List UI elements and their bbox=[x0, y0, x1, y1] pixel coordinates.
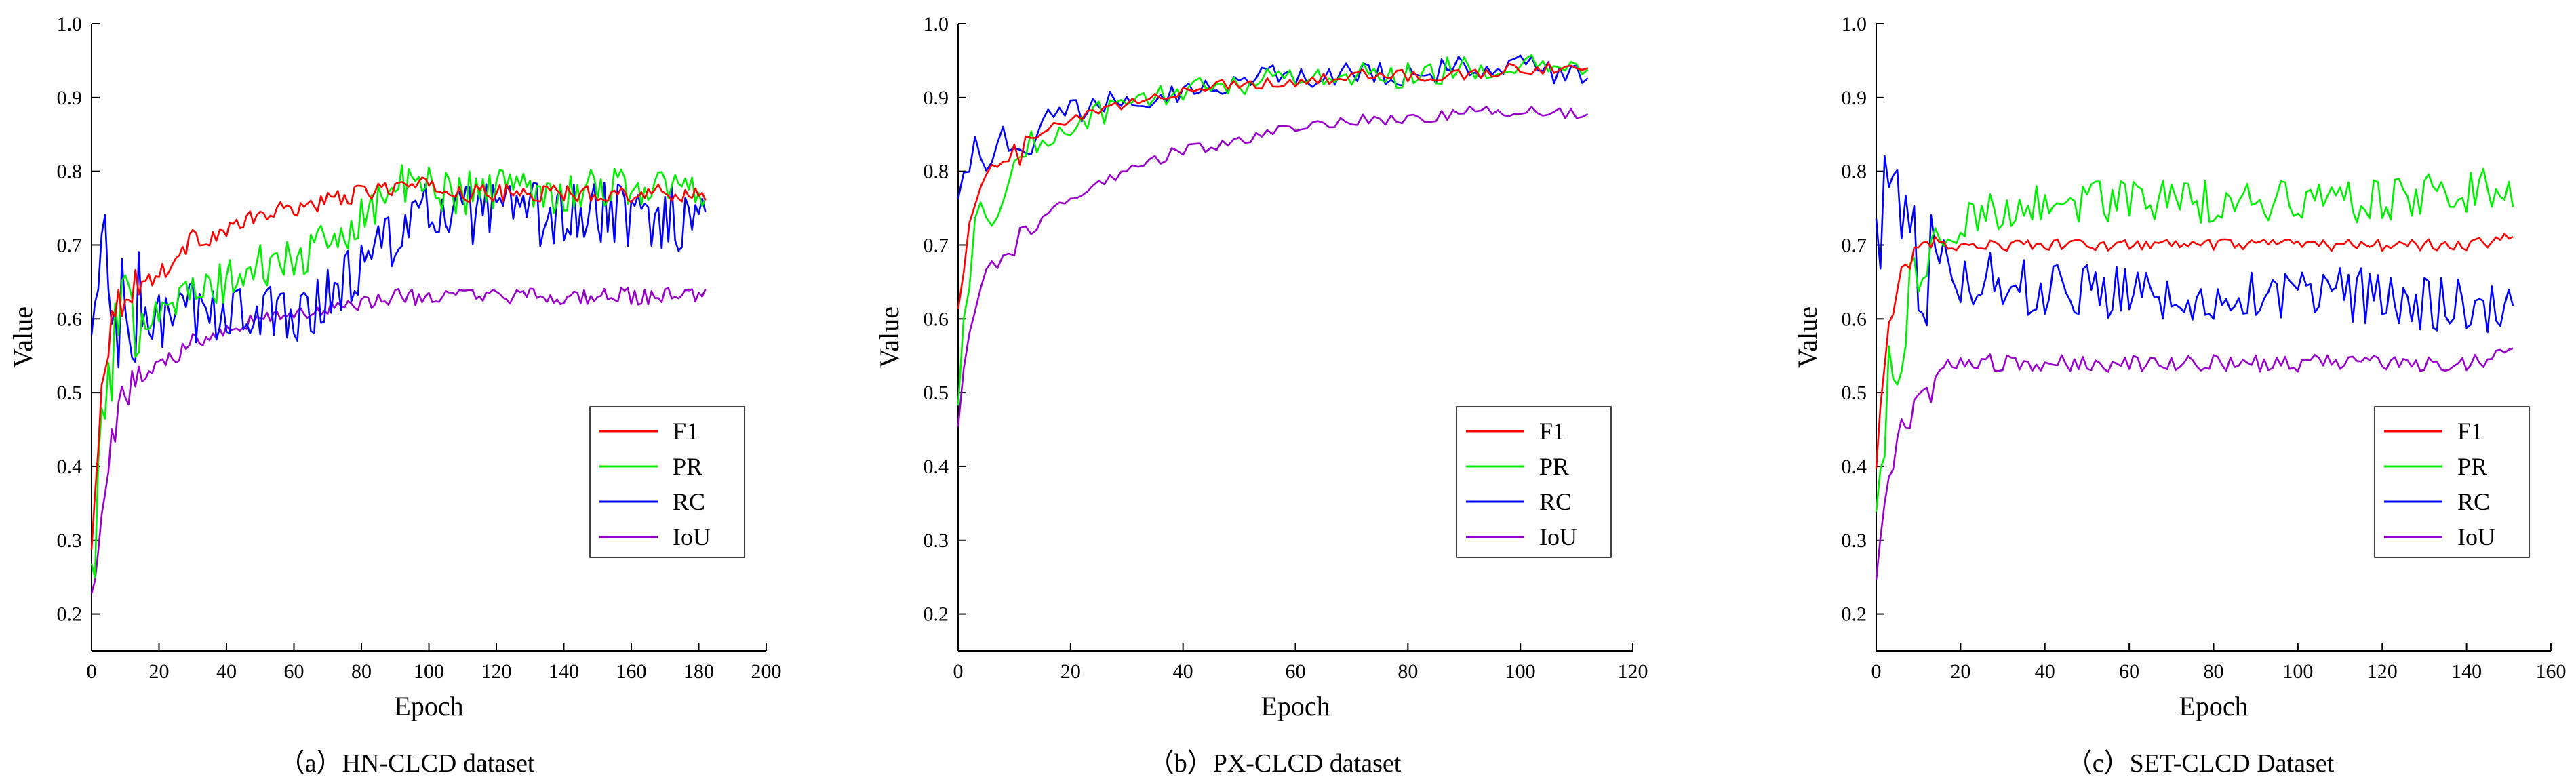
y-tick-label: 0.2 bbox=[924, 603, 949, 626]
x-tick-label: 120 bbox=[1618, 660, 1648, 683]
x-tick-label: 80 bbox=[2204, 660, 2224, 683]
y-tick-label: 0.3 bbox=[57, 529, 83, 552]
legend-box bbox=[1456, 406, 1612, 558]
series-line-rc bbox=[1875, 155, 2514, 334]
x-tick-label: 120 bbox=[481, 660, 512, 683]
y-axis-label: Value bbox=[1792, 306, 1823, 368]
x-tick-label: 120 bbox=[2367, 660, 2398, 683]
y-tick-label: 0.8 bbox=[57, 161, 83, 183]
y-tick-label: 1.0 bbox=[924, 13, 949, 35]
chart-caption: （a）HN-CLCD dataset bbox=[279, 749, 535, 778]
legend-box bbox=[2374, 406, 2530, 558]
x-tick-label: 100 bbox=[414, 660, 444, 683]
chart-panel-2: 0.2 0.3 0.4 0.5 0.6 0.7 0.8 0.9 1.0 0 20 40 60 80 100 1… bbox=[874, 13, 1648, 778]
legend-label-rc: RC bbox=[673, 488, 705, 515]
x-tick-label: 140 bbox=[2451, 660, 2482, 683]
series-line-f1 bbox=[1875, 233, 2514, 469]
x-tick-label: 0 bbox=[1871, 660, 1882, 683]
legend-label-pr: PR bbox=[1539, 453, 1569, 480]
legend-label-pr: PR bbox=[673, 453, 702, 480]
y-tick-label: 0.4 bbox=[1842, 456, 1867, 478]
x-tick-label: 40 bbox=[1173, 660, 1193, 683]
series-line-f1 bbox=[90, 176, 707, 550]
series-line-iou bbox=[957, 106, 1589, 427]
y-tick-label: 0.7 bbox=[1842, 234, 1867, 256]
x-tick-label: 40 bbox=[216, 660, 237, 683]
y-tick-label: 0.3 bbox=[924, 529, 949, 552]
x-tick-label: 160 bbox=[2536, 660, 2567, 683]
y-axis-label: Value bbox=[7, 306, 38, 368]
y-tick-label: 0.9 bbox=[57, 87, 83, 109]
legend-label-iou: IoU bbox=[673, 523, 711, 550]
y-tick-label: 0.4 bbox=[924, 456, 949, 478]
x-tick-label: 100 bbox=[1505, 660, 1536, 683]
series-line-pr bbox=[957, 54, 1589, 406]
y-tick-label: 0.3 bbox=[1842, 529, 1867, 552]
x-tick-label: 200 bbox=[751, 660, 782, 683]
x-tick-label: 60 bbox=[1286, 660, 1306, 683]
x-tick-label: 60 bbox=[284, 660, 304, 683]
legend-label-iou: IoU bbox=[1539, 523, 1577, 550]
series-line-iou bbox=[1875, 347, 2514, 580]
y-tick-label: 0.8 bbox=[1842, 161, 1867, 183]
chart-panel-1: 0.2 0.3 0.4 0.5 0.6 0.7 0.8 0.9 1.0 0 20 40 60 80 100 1… bbox=[7, 13, 782, 778]
y-tick-label: 0.7 bbox=[57, 234, 83, 256]
y-tick-label: 0.8 bbox=[924, 161, 949, 183]
y-axis-label: Value bbox=[874, 306, 905, 368]
series-line-pr bbox=[90, 164, 707, 579]
x-tick-label: 40 bbox=[2035, 660, 2055, 683]
x-tick-label: 20 bbox=[1061, 660, 1081, 683]
legend-label-rc: RC bbox=[2457, 488, 2490, 515]
legend-label-pr: PR bbox=[2457, 453, 2487, 480]
x-axis-label: Epoch bbox=[1261, 691, 1330, 721]
y-tick-label: 0.5 bbox=[924, 382, 949, 404]
x-tick-label: 180 bbox=[683, 660, 714, 683]
legend-label-iou: IoU bbox=[2457, 523, 2495, 550]
series-line-f1 bbox=[957, 62, 1589, 310]
x-tick-label: 0 bbox=[87, 660, 97, 683]
series-line-iou bbox=[90, 287, 707, 594]
x-tick-label: 20 bbox=[149, 660, 170, 683]
x-tick-label: 60 bbox=[2119, 660, 2139, 683]
legend-label-rc: RC bbox=[1539, 488, 1572, 515]
x-axis-label: Epoch bbox=[394, 691, 463, 721]
chart-panel-3: 0.2 0.3 0.4 0.5 0.6 0.7 0.8 0.9 1.0 0 20 40 60 80 100 1… bbox=[1792, 13, 2567, 778]
y-tick-label: 1.0 bbox=[57, 13, 83, 35]
y-tick-label: 0.4 bbox=[57, 456, 83, 478]
y-tick-label: 0.9 bbox=[924, 87, 949, 109]
x-tick-label: 20 bbox=[1950, 660, 1970, 683]
x-axis-label: Epoch bbox=[2179, 691, 2248, 721]
y-tick-label: 0.5 bbox=[57, 382, 83, 404]
x-tick-label: 160 bbox=[616, 660, 647, 683]
chart-caption: （c）SET-CLCD Dataset bbox=[2067, 749, 2335, 778]
x-tick-label: 80 bbox=[351, 660, 372, 683]
legend-label-f1: F1 bbox=[2457, 418, 2483, 445]
x-tick-label: 0 bbox=[953, 660, 964, 683]
x-tick-label: 80 bbox=[1398, 660, 1418, 683]
legend-label-f1: F1 bbox=[1539, 418, 1565, 445]
x-tick-label: 140 bbox=[549, 660, 579, 683]
chart-caption: （b）PX-CLCD dataset bbox=[1149, 749, 1402, 778]
y-tick-label: 0.6 bbox=[924, 308, 949, 330]
legend-box bbox=[589, 406, 745, 558]
y-tick-label: 0.6 bbox=[57, 308, 83, 330]
series-line-pr bbox=[1875, 167, 2514, 513]
y-tick-label: 0.2 bbox=[57, 603, 83, 626]
legend-label-f1: F1 bbox=[673, 418, 698, 445]
y-tick-label: 0.7 bbox=[924, 234, 949, 256]
y-tick-label: 1.0 bbox=[1842, 13, 1867, 35]
x-tick-label: 100 bbox=[2282, 660, 2313, 683]
series-line-rc bbox=[90, 182, 707, 369]
y-tick-label: 0.5 bbox=[1842, 382, 1867, 404]
y-tick-label: 0.6 bbox=[1842, 308, 1867, 330]
y-tick-label: 0.2 bbox=[1842, 603, 1867, 626]
y-tick-label: 0.9 bbox=[1842, 87, 1867, 109]
